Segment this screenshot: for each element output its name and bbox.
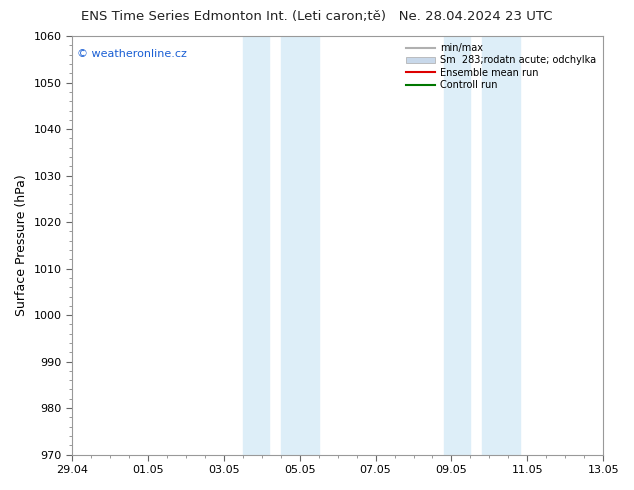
Bar: [482, 36, 520, 455]
Text: ENS Time Series Edmonton Int. (Leti caron;tě)   Ne. 28.04.2024 23 UTC: ENS Time Series Edmonton Int. (Leti caro…: [81, 10, 553, 23]
Bar: [243, 36, 269, 455]
Text: © weatheronline.cz: © weatheronline.cz: [77, 49, 187, 59]
Bar: [281, 36, 319, 455]
Bar: [444, 36, 470, 455]
Legend: min/max, Sm  283;rodatn acute; odchylka, Ensemble mean run, Controll run: min/max, Sm 283;rodatn acute; odchylka, …: [404, 41, 598, 92]
Y-axis label: Surface Pressure (hPa): Surface Pressure (hPa): [15, 174, 28, 316]
